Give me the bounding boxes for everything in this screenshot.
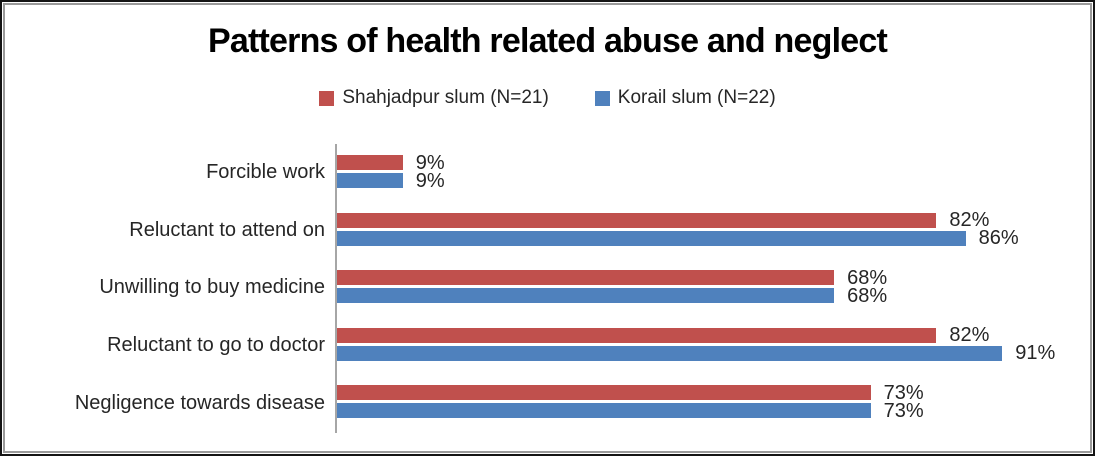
legend: Shahjadpur slum (N=21) Korail slum (N=22… bbox=[7, 87, 1088, 109]
bar-row: 9% bbox=[337, 151, 1068, 174]
category-label: Reluctant to attend on bbox=[129, 218, 325, 241]
category-label: Unwilling to buy medicine bbox=[99, 276, 325, 299]
value-label: 9% bbox=[415, 151, 445, 174]
bar-row: 91% bbox=[337, 342, 1068, 365]
chart-title: Patterns of health related abuse and neg… bbox=[208, 22, 888, 60]
bar bbox=[337, 155, 403, 170]
value-label: 86% bbox=[978, 227, 1019, 250]
chart-content: Patterns of health related abuse and neg… bbox=[7, 7, 1088, 449]
value-label: 9% bbox=[415, 169, 445, 192]
bar bbox=[337, 345, 1003, 361]
legend-swatch-korail bbox=[594, 90, 610, 106]
bar bbox=[337, 385, 871, 401]
category-label: Negligence towards disease bbox=[74, 391, 325, 414]
bar-pair: 68% 68% bbox=[337, 259, 1068, 317]
value-label: 91% bbox=[1015, 342, 1056, 365]
category-label: Reluctant to go to doctor bbox=[107, 334, 325, 357]
bar-row: 68% bbox=[337, 284, 1068, 307]
legend-swatch-shahjadpur bbox=[319, 90, 335, 106]
bar bbox=[337, 270, 835, 286]
value-label: 73% bbox=[883, 399, 924, 422]
bar-pair: 82% 86% bbox=[337, 202, 1068, 260]
bar-group: Unwilling to buy medicine 68% 68% bbox=[7, 259, 1088, 317]
value-label: 68% bbox=[847, 284, 888, 307]
category-axis-line bbox=[335, 144, 337, 433]
bar bbox=[337, 230, 966, 246]
bar-row: 82% bbox=[337, 324, 1068, 347]
bar-row: 73% bbox=[337, 399, 1068, 422]
legend-label-shahjadpur: Shahjadpur slum (N=21) bbox=[342, 87, 549, 108]
bar-groups: Forcible work 9% 9% Reluctant to attend on 8… bbox=[7, 144, 1088, 432]
bar bbox=[337, 173, 403, 188]
bar-group: Negligence towards disease 73% 73% bbox=[7, 374, 1088, 432]
bar bbox=[337, 288, 835, 304]
bar-row: 73% bbox=[337, 381, 1068, 404]
legend-item-shahjadpur: Shahjadpur slum (N=21) bbox=[319, 87, 549, 109]
value-label: 68% bbox=[847, 266, 888, 289]
bar bbox=[337, 327, 937, 343]
bar-group: Reluctant to go to doctor 82% 91% bbox=[7, 317, 1088, 375]
legend-label-korail: Korail slum (N=22) bbox=[617, 87, 776, 108]
bar-row: 9% bbox=[337, 169, 1068, 192]
bar-group: Reluctant to attend on 82% 86% bbox=[7, 202, 1088, 260]
bar-pair: 9% 9% bbox=[337, 144, 1068, 202]
value-label: 82% bbox=[949, 324, 990, 347]
bar-pair: 82% 91% bbox=[337, 317, 1068, 375]
bar-row: 68% bbox=[337, 266, 1068, 289]
bar bbox=[337, 212, 937, 228]
value-label: 82% bbox=[949, 209, 990, 232]
bar-row: 82% bbox=[337, 209, 1068, 232]
bar-group: Forcible work 9% 9% bbox=[7, 144, 1088, 202]
bar-pair: 73% 73% bbox=[337, 374, 1068, 432]
legend-item-korail: Korail slum (N=22) bbox=[594, 87, 776, 109]
category-label: Forcible work bbox=[206, 161, 325, 184]
bar-row: 86% bbox=[337, 227, 1068, 250]
value-label: 73% bbox=[883, 381, 924, 404]
plot-area: Forcible work 9% 9% Reluctant to attend on 8… bbox=[7, 144, 1088, 433]
bar bbox=[337, 403, 871, 419]
